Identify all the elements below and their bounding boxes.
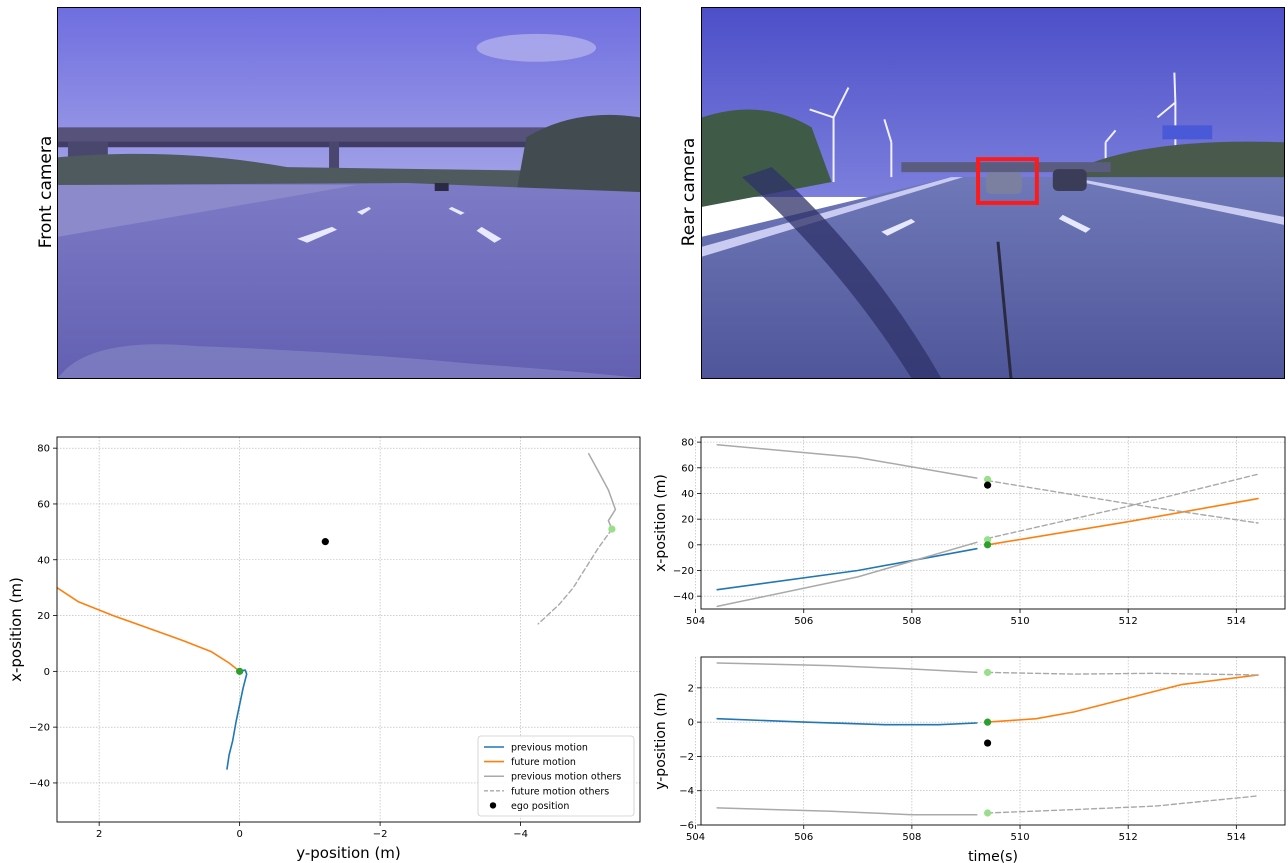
y-tick-label: −2	[679, 752, 694, 763]
series-line-others-prev	[716, 662, 978, 674]
plot-frame	[700, 436, 1286, 610]
series-line-future	[986, 674, 1259, 723]
legend-label: future motion	[511, 757, 576, 768]
series-line-others-prev	[716, 541, 978, 608]
y-tick-label: 2	[688, 683, 694, 694]
y-tick-label: 60	[681, 463, 694, 474]
position-marker	[32, 657, 39, 664]
x-tick-label: 504	[686, 616, 705, 627]
series-line-others-fut	[537, 528, 613, 625]
legend-label: previous motion	[511, 743, 588, 754]
legend-label: future motion others	[511, 786, 609, 797]
detected-vehicle-box	[976, 157, 1039, 205]
x-tick-label: 510	[1010, 616, 1029, 627]
series-group	[716, 443, 1259, 608]
y-tick-label: 60	[37, 499, 50, 510]
x-tick-label: −2	[373, 829, 388, 840]
x-tick-label: 514	[1227, 616, 1246, 627]
legend-label: ego position	[511, 801, 569, 812]
y-tick-label: −20	[29, 723, 50, 734]
series-line-others-fut	[986, 473, 1259, 540]
position-marker	[983, 536, 992, 544]
x-tick-label: 512	[1119, 832, 1138, 843]
series-group	[716, 662, 1259, 817]
y-axis-label: x-position (m)	[653, 474, 669, 572]
time-y-plot: 504 506 508 510 512 514 2 0 −2 −4 −6 time(s) y-posit…	[653, 656, 1286, 863]
position-marker	[983, 809, 992, 817]
x-tick-label: 514	[1227, 832, 1246, 843]
x-tick-label: 512	[1119, 616, 1138, 627]
y-tick-label: 40	[681, 489, 694, 500]
x-tick-label: 510	[1010, 832, 1029, 843]
x-tick-label: 504	[686, 832, 705, 843]
position-marker	[983, 718, 992, 726]
plot-frame	[700, 656, 1286, 826]
ego-position-point	[983, 481, 992, 489]
series-line-previous	[716, 717, 978, 726]
y-tick-label: −4	[679, 786, 694, 797]
y-tick-label: −20	[673, 566, 694, 577]
y-tick-label: 20	[37, 611, 50, 622]
position-marker	[983, 475, 992, 483]
ego-position-point	[321, 538, 329, 546]
legend: previous motion future motion previous mot…	[477, 735, 635, 817]
plot-background	[701, 657, 1285, 825]
y-tick-label: 0	[688, 718, 694, 729]
series-line-others-fut	[36, 521, 47, 661]
x-tick-label: −4	[513, 829, 528, 840]
position-marker	[236, 667, 244, 675]
series-line-others-prev	[716, 443, 978, 479]
y-axis-label: y-position (m)	[653, 692, 669, 790]
y-tick-label: 80	[681, 438, 694, 449]
y-axis-label: x-position (m)	[7, 577, 25, 682]
x-tick-label: 508	[902, 616, 921, 627]
series-line-future	[57, 586, 241, 673]
x-axis-label: time(s)	[968, 849, 1018, 863]
position-marker	[983, 541, 992, 549]
plot-frame	[56, 436, 641, 823]
x-tick-label: 0	[236, 829, 242, 840]
series-line-previous	[716, 547, 978, 591]
y-tick-label: −40	[29, 778, 50, 789]
x-tick-label: 506	[794, 616, 813, 627]
y-tick-label: 80	[37, 444, 50, 455]
position-marker	[608, 525, 616, 533]
ego-position-point	[983, 739, 992, 747]
y-tick-label: −6	[679, 821, 694, 832]
series-group	[32, 452, 617, 770]
time-x-plot: 504 506 508 510 512 514 80 60 40 20 0 −20 −40 x-posit…	[653, 436, 1286, 627]
y-tick-label: 40	[37, 555, 50, 566]
series-line-previous	[226, 669, 248, 770]
front-camera-image	[57, 7, 641, 379]
series-line-others-fut	[986, 479, 1259, 524]
y-tick-label: 0	[44, 667, 50, 678]
legend-label: previous motion others	[511, 772, 621, 783]
series-line-others-prev	[716, 807, 978, 816]
series-line-future	[986, 497, 1259, 546]
y-tick-label: 0	[688, 540, 694, 551]
y-tick-label: −40	[673, 592, 694, 603]
position-marker	[983, 668, 992, 677]
legend-swatch-ego	[489, 802, 497, 809]
series-line-others-fut	[986, 671, 1259, 676]
legend-box	[477, 735, 635, 817]
x-tick-label: 506	[794, 832, 813, 843]
x-tick-label: 2	[96, 829, 102, 840]
y-tick-label: 20	[681, 515, 694, 526]
x-tick-label: 508	[902, 832, 921, 843]
series-line-others-fut	[986, 795, 1259, 814]
series-line-others-prev	[587, 452, 617, 530]
rear-camera-image	[701, 7, 1285, 379]
x-axis-label: y-position (m)	[296, 844, 401, 862]
plot-background	[701, 437, 1285, 609]
